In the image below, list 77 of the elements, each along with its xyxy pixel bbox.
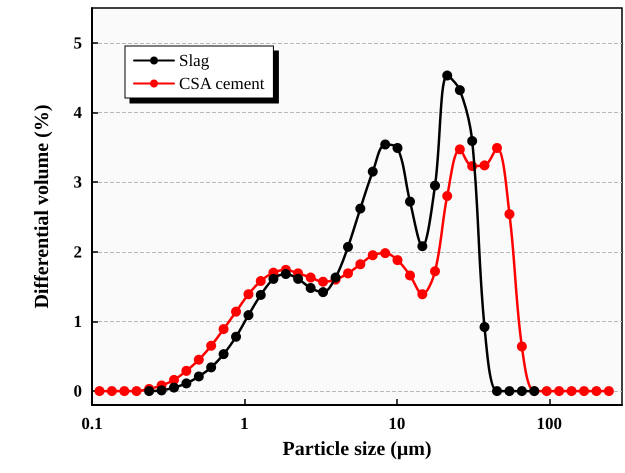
point [405,270,416,280]
point [442,191,452,202]
point [181,366,192,376]
point [168,382,179,393]
point [156,385,167,396]
point [318,276,328,287]
point [454,144,465,154]
point [181,378,192,388]
y-tick-label: 0 [74,382,82,401]
point [392,142,403,153]
point [417,241,428,252]
point [492,142,502,153]
legend-label: CSA cement [179,74,265,93]
point [542,386,552,396]
point [132,386,142,396]
point [231,332,242,342]
point [293,274,304,284]
point [430,180,440,191]
point [243,289,254,300]
point [280,269,291,280]
point [355,204,366,214]
point [504,209,514,220]
point [231,306,242,317]
point [256,276,266,286]
point [579,386,590,396]
point [94,386,104,396]
point [355,259,366,270]
point [119,386,130,396]
point [516,341,527,352]
y-tick-label: 5 [74,33,82,52]
point [268,274,278,284]
point [206,362,216,372]
y-tick-label: 4 [74,102,82,122]
x-tick-label: 10 [388,414,406,433]
point [380,248,390,258]
x-tick-label: 1 [240,414,249,433]
y-tick-label: 1 [74,312,82,331]
point [504,386,514,396]
point [380,140,390,150]
y-tick-label: 2 [74,242,82,262]
y-axis-title: Differential volume (%) [31,104,53,309]
point [342,242,353,252]
point [218,324,229,334]
point [368,250,378,260]
point [306,272,316,283]
point [492,386,502,396]
point [480,322,490,332]
x-axis-title: Particle size (μm) [282,438,432,460]
point [516,386,527,396]
point [342,268,353,278]
point [405,196,416,207]
x-tick-label: 100 [536,414,562,433]
point [368,166,378,177]
point [454,85,465,96]
point [144,386,154,396]
point [218,349,229,360]
point [206,340,216,351]
point [194,371,204,382]
point [106,386,117,396]
point [256,290,266,300]
point [243,310,254,320]
point [417,289,428,300]
legend-label: Slag [179,51,210,70]
point [442,70,452,81]
point [306,282,316,293]
y-tick-label: 3 [74,172,82,192]
point [554,386,564,396]
point [480,160,490,170]
point [194,354,204,365]
point [318,287,328,298]
point [604,386,614,396]
point [566,386,577,396]
point [392,255,403,266]
point [591,386,602,396]
x-tick-label: 0.1 [81,414,103,433]
point [467,136,478,146]
point [430,266,440,276]
